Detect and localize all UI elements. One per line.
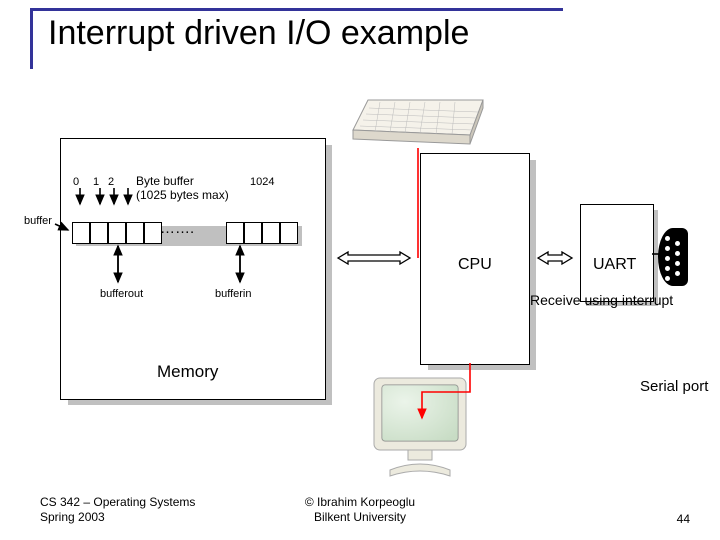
uart-box bbox=[580, 204, 654, 302]
buffer-side-label: buffer bbox=[24, 215, 52, 227]
bufferout-label: bufferout bbox=[100, 288, 143, 300]
bufferin-label: bufferin bbox=[215, 288, 252, 300]
buffer-cell bbox=[226, 222, 244, 244]
buffer-cell bbox=[244, 222, 262, 244]
index-1024: 1024 bbox=[250, 176, 274, 188]
page-number: 44 bbox=[677, 512, 690, 526]
buffer-cell bbox=[72, 222, 90, 244]
buffer-index: 0 bbox=[73, 176, 79, 188]
buffer-index: 1 bbox=[93, 176, 99, 188]
buffer-cell bbox=[280, 222, 298, 244]
uart-label: UART bbox=[593, 256, 636, 274]
receive-label: Receive using interrupt bbox=[530, 292, 673, 308]
buffer-cell bbox=[108, 222, 126, 244]
serial-port-label: Serial port bbox=[640, 378, 708, 395]
buffer-index: 2 bbox=[108, 176, 114, 188]
buffer-cell bbox=[262, 222, 280, 244]
serial-port-icon bbox=[658, 228, 688, 286]
footer-center: © Ibrahim Korpeoglu Bilkent University bbox=[0, 495, 720, 526]
memory-label: Memory bbox=[157, 362, 218, 382]
buffer-cell bbox=[126, 222, 144, 244]
page-title: Interrupt driven I/O example bbox=[48, 14, 469, 53]
buffer-dots: ……. bbox=[160, 220, 194, 237]
buffer-cell bbox=[90, 222, 108, 244]
buffer-text: Byte buffer (1025 bytes max) bbox=[136, 174, 229, 202]
cpu-label: CPU bbox=[458, 256, 492, 274]
